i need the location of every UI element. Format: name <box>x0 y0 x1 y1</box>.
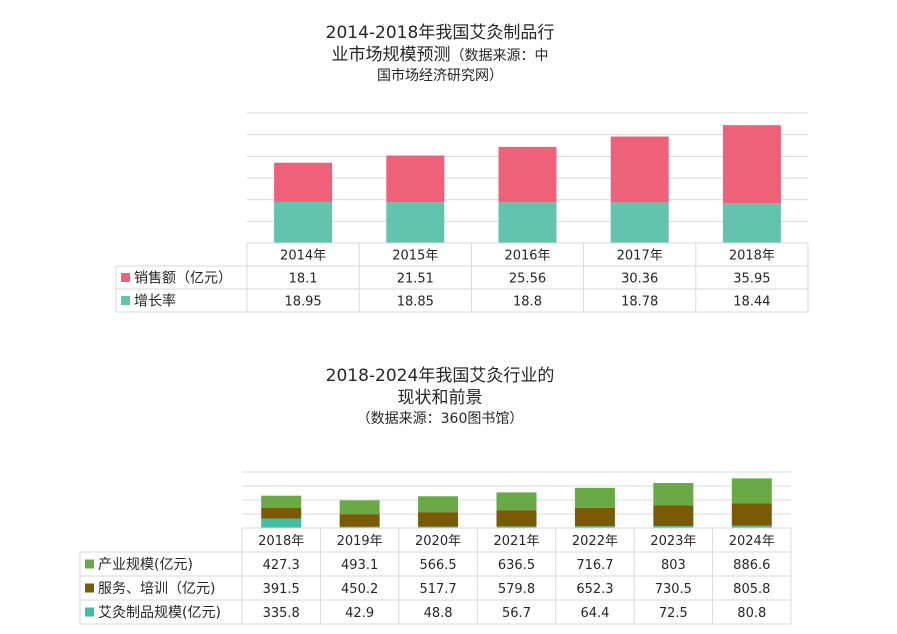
bar-3-5 <box>574 487 615 508</box>
chart1-source: （数据来源：中 <box>450 48 549 64</box>
legend-label: 销售额（亿元） <box>134 271 232 287</box>
legend-swatch <box>121 296 130 305</box>
bar-1-6 <box>653 525 694 528</box>
data-label: 35.95 <box>733 272 770 287</box>
data-label: 48.8 <box>424 606 453 621</box>
data-label: 450.2 <box>341 582 378 597</box>
bar-1-3 <box>498 202 557 243</box>
data-label: 72.5 <box>659 606 688 621</box>
chart2: 2018年 2019年 2020年 2021年 2022年 2023年 2024年产业规模(… <box>79 471 792 625</box>
bar-3-2 <box>339 500 380 515</box>
data-label: 18.95 <box>284 295 321 310</box>
bar-1-1 <box>274 201 333 243</box>
bar-1-5 <box>574 526 615 528</box>
data-label: 566.5 <box>419 558 456 573</box>
data-label: 391.5 <box>263 582 300 597</box>
category-label: 2018年 <box>729 249 775 264</box>
category-label: 2021年 <box>493 534 539 549</box>
bar-1-2 <box>339 526 380 528</box>
legend-swatch <box>85 559 94 569</box>
chart2-title: 2018-2024年我国艾灸行业的 现状和前景 （数据来源：360图书馆） <box>270 365 610 429</box>
data-label: 803 <box>661 558 686 573</box>
bar-2-3 <box>418 512 459 527</box>
bar-2-4 <box>610 136 669 203</box>
chart1-title-line2: 业市场规模预测 <box>331 45 451 65</box>
bar-1-1 <box>261 518 302 528</box>
data-label: 493.1 <box>341 558 378 573</box>
data-label: 730.5 <box>655 582 692 597</box>
data-label: 21.51 <box>397 272 434 287</box>
bar-2-2 <box>386 155 445 203</box>
data-label: 517.7 <box>419 582 456 597</box>
category-label: 2020年 <box>415 534 461 549</box>
legend-label: 艾灸制品规模(亿元) <box>98 605 221 621</box>
chart2-title-line1: 2018-2024年我国艾灸行业的 <box>325 366 555 386</box>
data-label: 18.1 <box>289 272 318 287</box>
bar-1-4 <box>496 526 537 528</box>
data-label: 579.8 <box>498 582 535 597</box>
bar-3-6 <box>653 483 694 506</box>
bar-2-4 <box>496 510 537 527</box>
category-label: 2022年 <box>572 534 618 549</box>
legend-swatch <box>85 583 94 593</box>
data-label: 335.8 <box>263 606 300 621</box>
bar-2-5 <box>722 125 781 204</box>
data-label: 427.3 <box>263 558 300 573</box>
data-label: 636.5 <box>498 558 535 573</box>
data-label: 652.3 <box>576 582 613 597</box>
data-label: 716.7 <box>576 558 613 573</box>
bar-2-1 <box>261 507 302 519</box>
chart2-source: （数据来源：360图书馆） <box>356 411 524 427</box>
legend-swatch <box>85 607 94 617</box>
bar-2-1 <box>274 162 333 202</box>
bar-3-1 <box>261 495 302 508</box>
bar-1-4 <box>610 202 669 243</box>
data-label: 18.44 <box>733 295 770 310</box>
legend-label: 服务、培训（亿元) <box>98 581 215 597</box>
bar-1-3 <box>418 526 459 528</box>
data-label: 56.7 <box>502 606 531 621</box>
data-label: 64.4 <box>580 606 609 621</box>
bar-1-7 <box>731 525 772 528</box>
category-label: 2019年 <box>337 534 383 549</box>
bar-3-7 <box>731 478 772 504</box>
bar-1-2 <box>386 202 445 243</box>
data-label: 42.9 <box>345 606 374 621</box>
category-label: 2017年 <box>617 249 663 264</box>
category-label: 2015年 <box>392 249 438 264</box>
data-label: 30.36 <box>621 272 658 287</box>
legend-label: 产业规模(亿元) <box>98 557 193 573</box>
category-label: 2016年 <box>504 249 550 264</box>
category-label: 2014年 <box>280 249 326 264</box>
data-label: 805.8 <box>733 582 770 597</box>
data-label: 18.8 <box>513 295 542 310</box>
bar-3-3 <box>418 496 459 513</box>
bar-2-2 <box>339 514 380 527</box>
data-label: 80.8 <box>737 606 766 621</box>
bar-2-3 <box>498 146 557 203</box>
bar-1-5 <box>722 203 781 243</box>
bar-2-7 <box>731 503 772 526</box>
chart1-source-cont: 国市场经济研究网） <box>377 68 503 84</box>
legend-swatch <box>121 273 130 282</box>
data-label: 18.78 <box>621 295 658 310</box>
legend-label: 增长率 <box>134 293 176 310</box>
bar-3-4 <box>496 492 537 511</box>
data-label: 25.56 <box>509 272 546 287</box>
chart1-title: 2014-2018年我国艾灸制品行 业市场规模预测（数据来源：中 国市场经济研究… <box>270 22 610 86</box>
category-label: 2024年 <box>729 534 775 549</box>
category-label: 2018年 <box>258 534 304 549</box>
chart2-title-line2: 现状和前景 <box>397 388 483 408</box>
category-label: 2023年 <box>650 534 696 549</box>
data-label: 886.6 <box>733 558 770 573</box>
bar-2-5 <box>574 507 615 527</box>
chart1-title-line1: 2014-2018年我国艾灸制品行 <box>325 23 555 43</box>
data-label: 18.85 <box>397 295 434 310</box>
bar-2-6 <box>653 505 694 526</box>
